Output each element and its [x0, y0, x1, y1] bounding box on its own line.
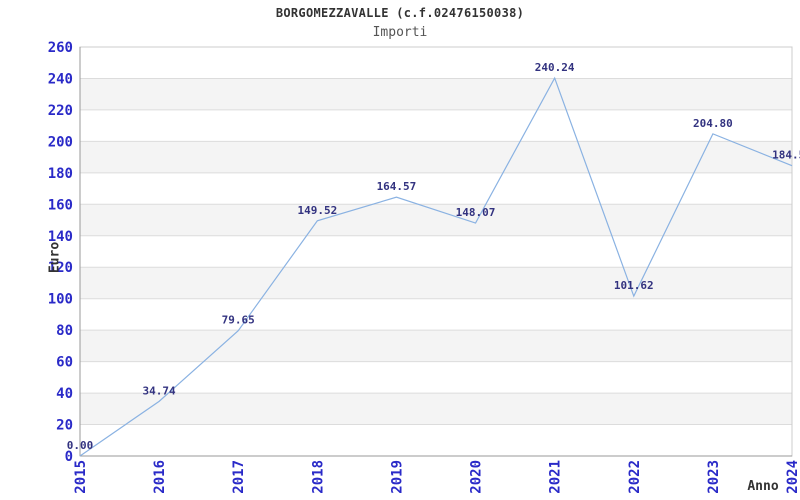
plot-band — [80, 204, 792, 236]
series-line — [79, 76, 793, 457]
y-tick-label: 160 — [48, 197, 73, 213]
y-tick-label: 100 — [48, 292, 73, 308]
x-tick-label: 2019 — [389, 460, 405, 494]
x-tick-label: 2021 — [548, 460, 564, 494]
plot-band — [80, 78, 792, 110]
plot-band — [80, 393, 792, 425]
y-tick-label: 60 — [56, 355, 73, 371]
x-tick-label: 2017 — [231, 460, 247, 494]
y-tick-label: 200 — [48, 134, 73, 150]
data-point-label: 101.62 — [614, 279, 654, 292]
plot-band — [80, 141, 792, 173]
data-point-label: 149.52 — [297, 204, 337, 217]
y-tick-label: 120 — [48, 260, 73, 276]
plot-band — [80, 330, 792, 362]
x-tick-label: 2024 — [785, 460, 800, 494]
y-tick-label: 260 — [48, 40, 73, 56]
data-point-label: 240.24 — [535, 61, 575, 74]
data-point-label: 204.80 — [693, 117, 733, 130]
chart-title: BORGOMEZZAVALLE (c.f.02476150038) — [275, 6, 525, 20]
y-tick-label: 80 — [56, 323, 73, 339]
x-tick-label: 2020 — [469, 460, 485, 494]
data-point-label: 164.57 — [377, 180, 417, 193]
data-point-label: 184.56 — [772, 149, 800, 162]
chart-subtitle: Importi — [372, 25, 428, 40]
y-tick-label: 180 — [48, 166, 73, 182]
y-tick-label: 240 — [48, 71, 73, 87]
plot-band — [80, 267, 792, 299]
y-tick-label: 220 — [48, 103, 73, 119]
data-point-label: 148.07 — [456, 206, 496, 219]
x-tick-label: 2022 — [627, 460, 643, 494]
data-point-label: 34.74 — [143, 384, 176, 397]
x-tick-label: 2018 — [310, 460, 326, 494]
y-tick-label: 20 — [56, 418, 73, 434]
data-point-label: 0.00 — [67, 439, 94, 452]
y-tick-label: 140 — [48, 229, 73, 245]
y-axis-title: Euro — [47, 241, 63, 274]
x-tick-label: 2016 — [152, 460, 168, 494]
x-axis-title: Anno — [747, 479, 779, 494]
data-point-label: 79.65 — [222, 314, 255, 327]
x-tick-label: 2015 — [73, 460, 89, 494]
x-tick-label: 2023 — [706, 460, 722, 494]
y-tick-label: 0 — [65, 449, 73, 465]
y-tick-label: 40 — [56, 386, 73, 402]
